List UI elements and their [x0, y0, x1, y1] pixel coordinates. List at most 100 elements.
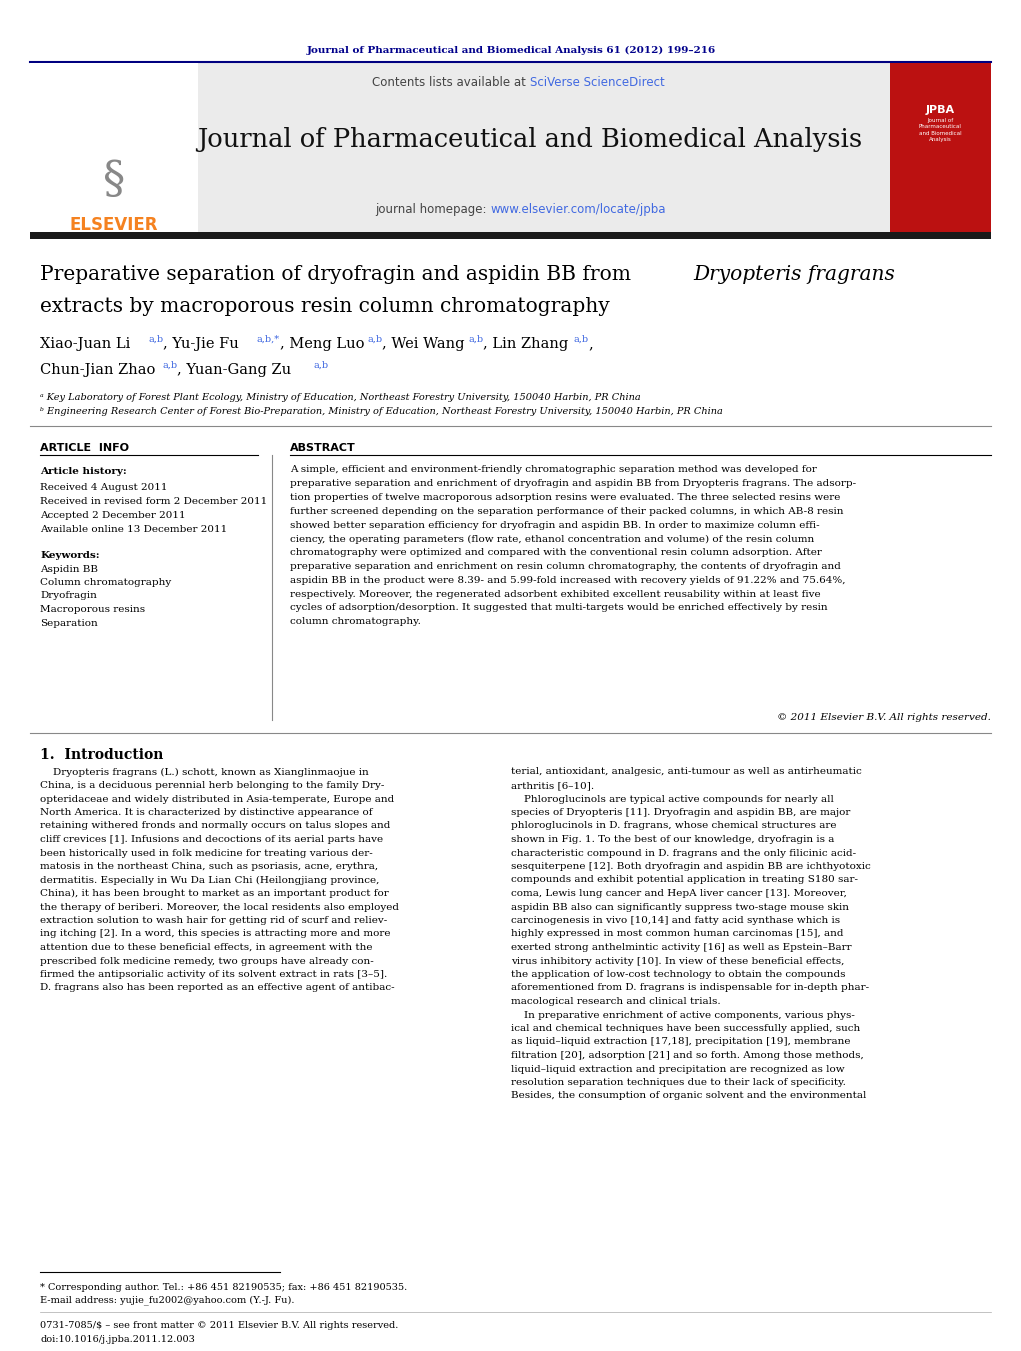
- Text: Besides, the consumption of organic solvent and the environmental: Besides, the consumption of organic solv…: [510, 1092, 867, 1101]
- Text: sesquiterpene [12]. Both dryofragin and aspidin BB are ichthyotoxic: sesquiterpene [12]. Both dryofragin and …: [510, 862, 871, 871]
- Text: ᵇ Engineering Research Center of Forest Bio-Preparation, Ministry of Education, : ᵇ Engineering Research Center of Forest …: [40, 408, 723, 416]
- Text: resolution separation techniques due to their lack of specificity.: resolution separation techniques due to …: [510, 1078, 845, 1088]
- Text: Journal of Pharmaceutical and Biomedical Analysis 61 (2012) 199–216: Journal of Pharmaceutical and Biomedical…: [306, 46, 716, 54]
- Text: virus inhibitory activity [10]. In view of these beneficial effects,: virus inhibitory activity [10]. In view …: [510, 957, 844, 966]
- Text: www.elsevier.com/locate/jpba: www.elsevier.com/locate/jpba: [490, 204, 666, 216]
- Text: preparative separation and enrichment on resin column chromatography, the conten: preparative separation and enrichment on…: [290, 562, 841, 571]
- Text: ELSEVIER: ELSEVIER: [69, 216, 158, 234]
- Text: 0731-7085/$ – see front matter © 2011 Elsevier B.V. All rights reserved.: 0731-7085/$ – see front matter © 2011 El…: [40, 1321, 398, 1331]
- Text: opteridaceae and widely distributed in Asia-temperate, Europe and: opteridaceae and widely distributed in A…: [40, 794, 394, 804]
- Text: dermatitis. Especially in Wu Da Lian Chi (Heilongjiang province,: dermatitis. Especially in Wu Da Lian Chi…: [40, 875, 380, 885]
- Text: , Wei Wang: , Wei Wang: [382, 336, 465, 351]
- Text: shown in Fig. 1. To the best of our knowledge, dryofragin is a: shown in Fig. 1. To the best of our know…: [510, 835, 834, 844]
- Text: ᵃ Key Laboratory of Forest Plant Ecology, Ministry of Education, Northeast Fores: ᵃ Key Laboratory of Forest Plant Ecology…: [40, 393, 641, 403]
- Text: Received in revised form 2 December 2011: Received in revised form 2 December 2011: [40, 497, 268, 505]
- Text: a,b: a,b: [573, 335, 588, 343]
- Text: the therapy of beriberi. Moreover, the local residents also employed: the therapy of beriberi. Moreover, the l…: [40, 902, 399, 912]
- Text: , Meng Luo: , Meng Luo: [280, 336, 364, 351]
- Text: a,b: a,b: [162, 361, 177, 370]
- Text: ,: ,: [588, 336, 593, 351]
- Text: , Yuan-Gang Zu: , Yuan-Gang Zu: [177, 363, 291, 377]
- Text: In preparative enrichment of active components, various phys-: In preparative enrichment of active comp…: [510, 1011, 855, 1020]
- Text: JPBA: JPBA: [925, 105, 955, 115]
- Text: Column chromatography: Column chromatography: [40, 578, 172, 586]
- Text: extracts by macroporous resin column chromatography: extracts by macroporous resin column chr…: [40, 296, 610, 316]
- FancyBboxPatch shape: [30, 63, 991, 238]
- Text: preparative separation and enrichment of dryofragin and aspidin BB from Dryopter: preparative separation and enrichment of…: [290, 480, 857, 488]
- Text: aspidin BB also can significantly suppress two-stage mouse skin: aspidin BB also can significantly suppre…: [510, 902, 849, 912]
- Text: column chromatography.: column chromatography.: [290, 617, 421, 627]
- Text: ciency, the operating parameters (flow rate, ethanol concentration and volume) o: ciency, the operating parameters (flow r…: [290, 535, 815, 543]
- Text: Keywords:: Keywords:: [40, 550, 100, 559]
- Text: Separation: Separation: [40, 619, 98, 627]
- Text: the application of low-cost technology to obtain the compounds: the application of low-cost technology t…: [510, 970, 845, 979]
- Text: carcinogenesis in vivo [10,14] and fatty acid synthase which is: carcinogenesis in vivo [10,14] and fatty…: [510, 916, 840, 925]
- Text: doi:10.1016/j.jpba.2011.12.003: doi:10.1016/j.jpba.2011.12.003: [40, 1335, 195, 1343]
- Text: a,b: a,b: [367, 335, 382, 343]
- Text: a,b: a,b: [468, 335, 483, 343]
- Text: species of Dryopteris [11]. Dryofragin and aspidin BB, are major: species of Dryopteris [11]. Dryofragin a…: [510, 808, 850, 817]
- Text: Available online 13 December 2011: Available online 13 December 2011: [40, 524, 228, 534]
- Text: a,b: a,b: [148, 335, 163, 343]
- Text: ARTICLE  INFO: ARTICLE INFO: [40, 443, 129, 453]
- Text: Dryofragin: Dryofragin: [40, 592, 97, 600]
- Text: Phloroglucinols are typical active compounds for nearly all: Phloroglucinols are typical active compo…: [510, 794, 834, 804]
- Text: highly expressed in most common human carcinomas [15], and: highly expressed in most common human ca…: [510, 929, 843, 939]
- Text: Dryopteris fragrans: Dryopteris fragrans: [693, 266, 894, 285]
- Text: retaining withered fronds and normally occurs on talus slopes and: retaining withered fronds and normally o…: [40, 821, 390, 831]
- Text: a,b,*: a,b,*: [256, 335, 279, 343]
- Text: Accepted 2 December 2011: Accepted 2 December 2011: [40, 511, 186, 520]
- Text: coma, Lewis lung cancer and HepA liver cancer [13]. Moreover,: coma, Lewis lung cancer and HepA liver c…: [510, 889, 846, 898]
- Text: liquid–liquid extraction and precipitation are recognized as low: liquid–liquid extraction and precipitati…: [510, 1065, 844, 1074]
- Text: , Yu-Jie Fu: , Yu-Jie Fu: [163, 336, 239, 351]
- Text: journal homepage:: journal homepage:: [375, 204, 490, 216]
- Text: China), it has been brought to market as an important product for: China), it has been brought to market as…: [40, 889, 389, 898]
- Text: showed better separation efficiency for dryofragin and aspidin BB. In order to m: showed better separation efficiency for …: [290, 520, 820, 530]
- Text: Received 4 August 2011: Received 4 August 2011: [40, 482, 167, 492]
- Text: © 2011 Elsevier B.V. All rights reserved.: © 2011 Elsevier B.V. All rights reserved…: [777, 713, 991, 723]
- Text: a,b: a,b: [313, 361, 328, 370]
- Text: aforementioned from D. fragrans is indispensable for in-depth phar-: aforementioned from D. fragrans is indis…: [510, 984, 869, 993]
- Text: §: §: [103, 158, 126, 201]
- Text: Journal of Pharmaceutical and Biomedical Analysis: Journal of Pharmaceutical and Biomedical…: [197, 127, 863, 153]
- Text: ical and chemical techniques have been successfully applied, such: ical and chemical techniques have been s…: [510, 1024, 861, 1034]
- Text: chromatography were optimized and compared with the conventional resin column ad: chromatography were optimized and compar…: [290, 549, 822, 558]
- Text: exerted strong anthelmintic activity [16] as well as Epstein–Barr: exerted strong anthelmintic activity [16…: [510, 943, 852, 952]
- Text: Article history:: Article history:: [40, 467, 127, 477]
- Text: arthritis [6–10].: arthritis [6–10].: [510, 781, 594, 790]
- Text: North America. It is characterized by distinctive appearance of: North America. It is characterized by di…: [40, 808, 373, 817]
- Text: respectively. Moreover, the regenerated adsorbent exhibited excellent reusabilit: respectively. Moreover, the regenerated …: [290, 589, 821, 598]
- Text: cycles of adsorption/desorption. It suggested that multi-targets would be enrich: cycles of adsorption/desorption. It sugg…: [290, 604, 828, 612]
- Text: tion properties of twelve macroporous adsorption resins were evaluated. The thre: tion properties of twelve macroporous ad…: [290, 493, 840, 503]
- Text: SciVerse ScienceDirect: SciVerse ScienceDirect: [530, 76, 665, 89]
- Text: cliff crevices [1]. Infusions and decoctions of its aerial parts have: cliff crevices [1]. Infusions and decoct…: [40, 835, 383, 844]
- Text: phloroglucinols in D. fragrans, whose chemical structures are: phloroglucinols in D. fragrans, whose ch…: [510, 821, 836, 831]
- Text: Journal of
Pharmaceutical
and Biomedical
Analysis: Journal of Pharmaceutical and Biomedical…: [919, 118, 962, 142]
- Text: 1.  Introduction: 1. Introduction: [40, 748, 163, 762]
- Text: matosis in the northeast China, such as psoriasis, acne, erythra,: matosis in the northeast China, such as …: [40, 862, 378, 871]
- Text: characteristic compound in D. fragrans and the only filicinic acid-: characteristic compound in D. fragrans a…: [510, 848, 857, 858]
- Text: A simple, efficient and environment-friendly chromatographic separation method w: A simple, efficient and environment-frie…: [290, 466, 817, 474]
- Text: Xiao-Juan Li: Xiao-Juan Li: [40, 336, 131, 351]
- FancyBboxPatch shape: [890, 63, 991, 238]
- Text: Preparative separation of dryofragin and aspidin BB from: Preparative separation of dryofragin and…: [40, 266, 637, 285]
- FancyBboxPatch shape: [30, 232, 991, 239]
- Text: extraction solution to wash hair for getting rid of scurf and reliev-: extraction solution to wash hair for get…: [40, 916, 387, 925]
- Text: prescribed folk medicine remedy, two groups have already con-: prescribed folk medicine remedy, two gro…: [40, 957, 374, 966]
- Text: , Lin Zhang: , Lin Zhang: [483, 336, 569, 351]
- Text: D. fragrans also has been reported as an effective agent of antibac-: D. fragrans also has been reported as an…: [40, 984, 395, 993]
- Text: been historically used in folk medicine for treating various der-: been historically used in folk medicine …: [40, 848, 373, 858]
- Text: China, is a deciduous perennial herb belonging to the family Dry-: China, is a deciduous perennial herb bel…: [40, 781, 384, 790]
- Text: Aspidin BB: Aspidin BB: [40, 565, 98, 574]
- Text: ing itching [2]. In a word, this species is attracting more and more: ing itching [2]. In a word, this species…: [40, 929, 390, 939]
- Text: terial, antioxidant, analgesic, anti-tumour as well as antirheumatic: terial, antioxidant, analgesic, anti-tum…: [510, 767, 862, 777]
- FancyBboxPatch shape: [30, 63, 198, 238]
- Text: further screened depending on the separation performance of their packed columns: further screened depending on the separa…: [290, 507, 843, 516]
- Text: filtration [20], adsorption [21] and so forth. Among those methods,: filtration [20], adsorption [21] and so …: [510, 1051, 864, 1061]
- Text: Contents lists available at: Contents lists available at: [373, 76, 530, 89]
- Text: Dryopteris fragrans (L.) schott, known as Xianglinmaojue in: Dryopteris fragrans (L.) schott, known a…: [40, 767, 369, 777]
- Text: aspidin BB in the product were 8.39- and 5.99-fold increased with recovery yield: aspidin BB in the product were 8.39- and…: [290, 576, 845, 585]
- Text: compounds and exhibit potential application in treating S180 sar-: compounds and exhibit potential applicat…: [510, 875, 858, 885]
- Text: ABSTRACT: ABSTRACT: [290, 443, 355, 453]
- Text: as liquid–liquid extraction [17,18], precipitation [19], membrane: as liquid–liquid extraction [17,18], pre…: [510, 1038, 850, 1047]
